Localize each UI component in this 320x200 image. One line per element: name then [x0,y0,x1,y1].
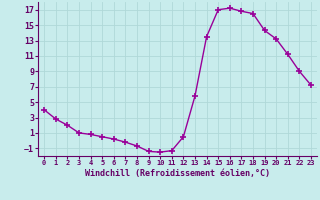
X-axis label: Windchill (Refroidissement éolien,°C): Windchill (Refroidissement éolien,°C) [85,169,270,178]
